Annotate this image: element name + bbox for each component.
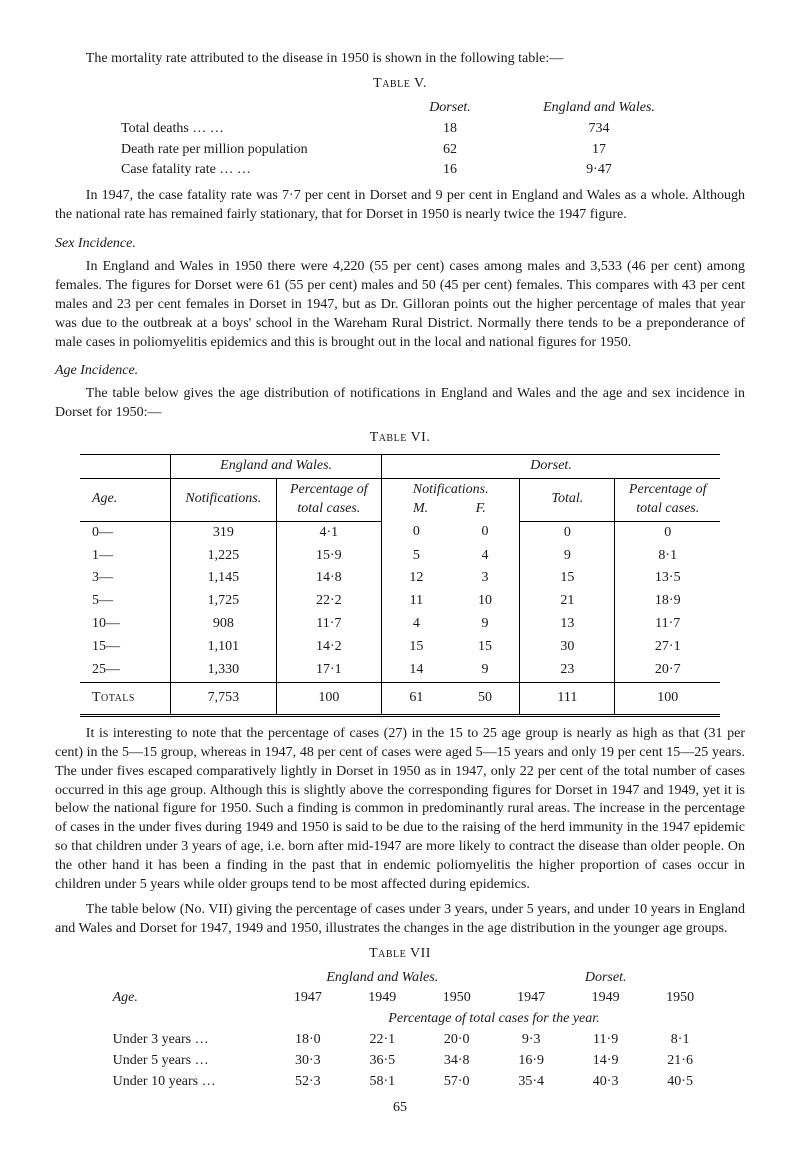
table-v: Dorset. England and Wales. Total deaths …: [109, 98, 691, 182]
tvi-h-notif-mf: Notifications.: [413, 482, 489, 497]
table-v-row: Total deaths … … 18 734: [109, 119, 691, 140]
tvii-h-age: Age.: [83, 988, 271, 1009]
tvi-group-ew: England and Wales.: [171, 455, 382, 479]
page: The mortality rate attributed to the dis…: [0, 0, 800, 1150]
tvii-group-ew: England and Wales.: [271, 968, 494, 989]
table-v-col-ew: England and Wales.: [507, 98, 691, 119]
table-vii-row: Under 3 years … 18·0 22·1 20·0 9·3 11·9 …: [83, 1030, 718, 1051]
tvi-group-d: Dorset.: [382, 455, 720, 479]
table-v-col-dorset: Dorset.: [393, 98, 507, 119]
tvi-h-pct2: Percentage of total cases.: [615, 478, 720, 521]
table-v-caption: Table V.: [55, 75, 745, 94]
tvii-group-d: Dorset.: [494, 968, 717, 989]
table-vii-row: Under 10 years … 52·3 58·1 57·0 35·4 40·…: [83, 1072, 718, 1093]
sex-incidence-para: In England and Wales in 1950 there were …: [55, 258, 745, 352]
table-vi-totals: Totals 7,753 100 61 50 111 100: [80, 682, 720, 715]
table-vii-row: Under 5 years … 30·3 36·5 34·8 16·9 14·9…: [83, 1051, 718, 1072]
table-vi: England and Wales. Dorset. Age. Notifica…: [80, 454, 720, 717]
after-vi-p1: It is interesting to note that the perce…: [55, 725, 745, 895]
sex-incidence-head: Sex Incidence.: [55, 235, 745, 254]
age-incidence-head: Age Incidence.: [55, 362, 745, 381]
table-vi-row: 3— 1,145 14·8 12 3 15 13·5: [80, 567, 720, 590]
tvi-h-pct: Percentage of total cases.: [276, 478, 381, 521]
table-vi-caption: Table VI.: [55, 429, 745, 448]
age-incidence-para: The table below gives the age distributi…: [55, 385, 745, 423]
tvi-h-notif: Notifications.: [171, 478, 276, 521]
tvi-h-age: Age.: [80, 478, 171, 521]
table-vi-row: 10— 908 11·7 4 9 13 11·7: [80, 613, 720, 636]
table-vi-row: 15— 1,101 14·2 15 15 30 27·1: [80, 636, 720, 659]
para-after-v: In 1947, the case fatality rate was 7·7 …: [55, 187, 745, 225]
table-vi-row: 1— 1,225 15·9 5 4 9 8·1: [80, 545, 720, 568]
table-vii: England and Wales. Dorset. Age. 1947 194…: [83, 968, 718, 1093]
tvii-subhead: Percentage of total cases for the year.: [271, 1009, 718, 1030]
after-vi-p2: The table below (No. VII) giving the per…: [55, 901, 745, 939]
table-vii-caption: Table VII: [55, 945, 745, 964]
table-vi-row: 0— 319 4·1 0 0 0 0: [80, 521, 720, 544]
page-number: 65: [55, 1099, 745, 1118]
tvi-h-total: Total.: [520, 478, 615, 521]
table-v-row: Case fatality rate … … 16 9·47: [109, 160, 691, 181]
table-v-row: Death rate per million population 62 17: [109, 140, 691, 161]
table-vi-row: 5— 1,725 22·2 11 10 21 18·9: [80, 590, 720, 613]
table-vi-row: 25— 1,330 17·1 14 9 23 20·7: [80, 659, 720, 682]
intro-paragraph: The mortality rate attributed to the dis…: [55, 50, 745, 69]
